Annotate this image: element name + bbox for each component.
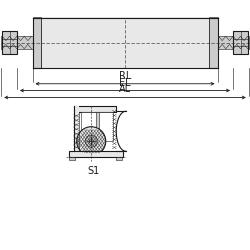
Text: S1: S1 [88, 166, 100, 175]
Bar [69, 157, 75, 160]
Text: EL: EL [119, 78, 131, 88]
Bar [218, 36, 249, 49]
Circle shape [89, 139, 93, 143]
Bar [74, 106, 116, 112]
Bar [32, 18, 41, 68]
Circle shape [85, 135, 97, 147]
Bar [233, 31, 248, 54]
Text: RL: RL [119, 71, 131, 81]
Bar [1, 36, 32, 49]
Text: AL: AL [119, 84, 131, 94]
Bar [2, 31, 17, 54]
Bar [209, 18, 218, 68]
Bar [69, 151, 122, 157]
Bar [116, 157, 122, 160]
Bar [74, 106, 79, 151]
Circle shape [77, 127, 106, 156]
Bar [32, 18, 218, 68]
Bar [81, 112, 112, 141]
Bar [96, 112, 98, 140]
